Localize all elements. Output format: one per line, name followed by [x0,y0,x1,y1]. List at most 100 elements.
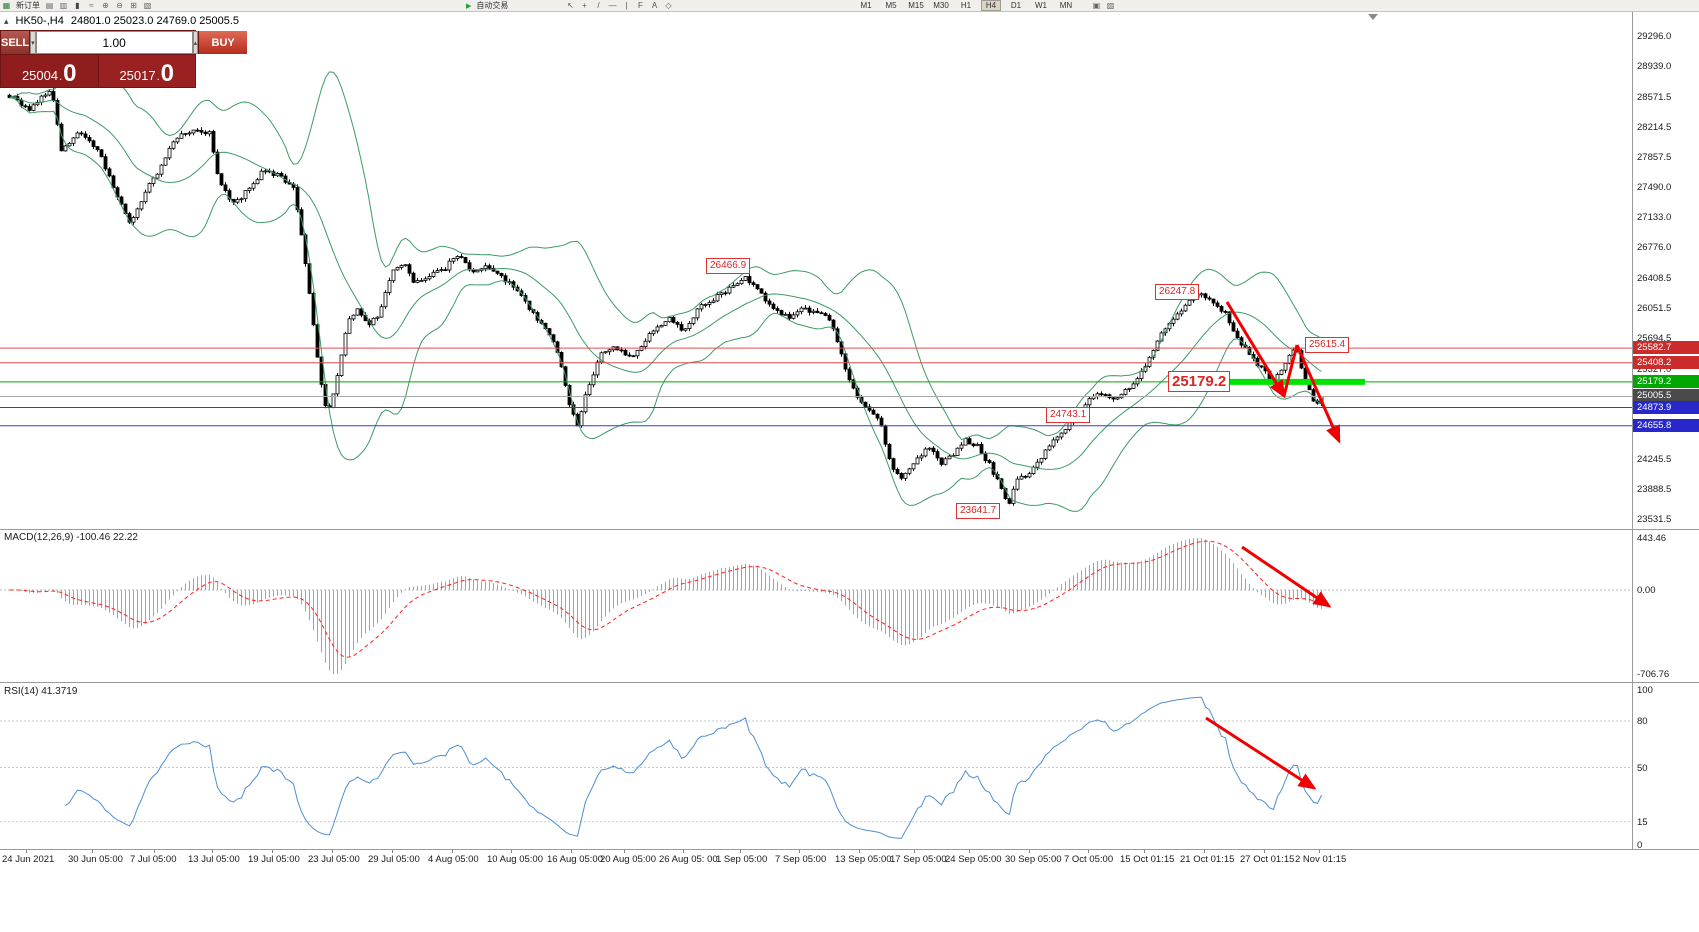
trendline-icon[interactable]: / [597,0,600,10]
volume-input[interactable] [35,31,193,54]
timeframe-button-H1[interactable]: H1 [960,1,972,10]
time-tick [740,850,741,853]
chart-ohlc-info: ▴ HK50-,H4 24801.0 25023.0 24769.0 25005… [4,15,239,27]
timeframe-button-M30[interactable]: M30 [933,1,949,10]
auto-trading-label: 自动交易 [476,1,509,10]
timeframe-button-H4[interactable]: H4 [981,0,1001,11]
sell-price-display[interactable]: 25004 . 0 [1,55,98,87]
price-tick-label: 26408.5 [1637,273,1672,284]
time-axis-label: 24 Sep 05:00 [945,854,1002,865]
price-tick-label: 26051.5 [1637,303,1672,314]
buy-price-display[interactable]: 25017 . 0 [97,55,195,87]
rsi-scale-label: 50 [1637,763,1648,774]
price-level-label: 25408.2 [1633,356,1699,369]
rsi-scale-label: 0 [1637,840,1643,851]
volume-decrease-button[interactable]: ▾ [30,31,36,54]
time-axis-label: 19 Jul 05:00 [248,854,300,865]
line-chart-icon[interactable]: ≈ [89,0,94,10]
level-lines-layer [0,347,1632,427]
price-level-label: 25005.5 [1633,389,1699,402]
price-tick-label: 26776.0 [1637,242,1672,253]
time-tick [969,850,970,853]
horizontal-line-icon[interactable]: — [608,0,617,10]
buy-button[interactable]: BUY [198,31,248,54]
timeframe-button-D1[interactable]: D1 [1010,1,1022,10]
price-tick-label: 27490.0 [1637,182,1672,193]
rsi-scale-label: 100 [1637,685,1653,696]
time-tick [859,850,860,853]
auto-trading-button[interactable]: ▶ 自动交易 [466,0,508,11]
sell-price-pip: 0 [63,60,77,87]
bottom-whitespace [0,872,1699,932]
time-tick [914,850,915,853]
rsi-scale-label: 80 [1637,716,1648,727]
new-order-button[interactable]: 新订单 [16,1,40,10]
sell-price-dot: . [59,71,63,83]
time-tick [511,850,512,853]
macd-trend-arrow [1241,545,1332,608]
time-axis[interactable]: 24 Jun 2021 30 Jun 05:00 7 Jul 05:00 13 Jul… [0,850,1699,872]
trend-arrow [1225,301,1286,399]
text-label-icon[interactable]: A [651,0,658,10]
time-axis-label: 20 Aug 05:00 [600,854,656,865]
macd-signal-line [9,540,1322,658]
sell-button[interactable]: SELL [1,31,31,54]
time-axis-label: 17 Sep 05:00 [890,854,947,865]
timeframe-button-MN[interactable]: MN [1059,1,1073,10]
rsi-indicator-label: RSI(14) 41.3719 [4,686,78,697]
vertical-line-icon[interactable]: | [625,0,628,10]
time-tick [1204,850,1205,853]
toolbar-left-group: ▦ 新订单 ▤ ▥ ▮ ≈ ⊕ ⊖ ⊞ ▧ [2,0,152,11]
volume-increase-button[interactable]: ▴ [192,31,199,54]
symbol-chart-icon[interactable]: ▦ [2,0,11,10]
templates-icon[interactable]: ▣ [1092,0,1101,10]
macd-histogram-layer [13,538,1322,674]
time-axis-label: 4 Aug 05:00 [428,854,479,865]
time-tick [452,850,453,853]
zoom-in-icon[interactable]: ⊕ [102,0,109,10]
timeframe-button-M1[interactable]: M1 [860,1,872,10]
timeframe-button-W1[interactable]: W1 [1035,1,1047,10]
crosshair-icon[interactable]: + [582,0,587,10]
ohlc-values: 24801.0 25023.0 24769.0 25005.5 [70,15,240,27]
cursor-icon[interactable]: ↖ [567,0,574,10]
zoom-out-icon[interactable]: ⊖ [116,0,123,10]
navigator-icon[interactable]: ▧ [143,0,152,10]
timeframe-button-M5[interactable]: M5 [885,1,897,10]
buy-price-dot: . [156,71,160,83]
profiles-icon[interactable]: ▤ [45,0,54,10]
trend-arrow [1282,344,1299,397]
time-tick [683,850,684,853]
price-level-label: 25179.2 [1633,375,1699,388]
fibonacci-icon[interactable]: F [638,0,643,10]
price-tick-label: 27133.0 [1637,212,1672,223]
chart-object-icon: ▴ [4,15,9,26]
macd-indicator-label: MACD(12,26,9) -100.46 22.22 [4,532,138,543]
time-axis-label: 10 Aug 05:00 [487,854,543,865]
candlestick-chart-icon[interactable]: ▮ [75,0,80,10]
time-tick [624,850,625,853]
time-axis-label: 26 Aug 05: 00 [659,854,718,865]
chart-bars-icon[interactable]: ▥ [59,0,68,10]
rsi-line [65,696,1322,839]
time-tick [571,850,572,853]
price-axis[interactable]: 29296.0 28939.0 28571.5 28214.5 27857.5 27490… [1633,0,1699,851]
arrange-windows-icon[interactable]: ▨ [1106,0,1115,10]
tile-windows-icon[interactable]: ⊞ [130,0,137,10]
shapes-icon[interactable]: ◇ [665,0,672,10]
time-axis-label: 7 Oct 05:00 [1064,854,1114,865]
trend-arrow [1295,344,1341,444]
macd-scale-label: 443.46 [1637,533,1667,544]
price-tick-label: 28939.0 [1637,61,1672,72]
one-click-trading-panel: SELL ▾ ▴ BUY 25004 . 0 25017 . 0 [0,30,248,88]
time-axis-label: 13 Sep 05:00 [835,854,892,865]
rsi-scale-label: 15 [1637,817,1648,828]
time-axis-label: 24 Jun 2021 [2,854,55,865]
order-controls-row: SELL ▾ ▴ BUY [1,31,248,54]
candles-layer [7,88,1324,506]
time-tick [212,850,213,853]
price-tick-label: 23531.5 [1637,514,1672,525]
timeframe-button-M15[interactable]: M15 [908,1,924,10]
symbol-period-label: HK50-,H4 [15,15,64,27]
